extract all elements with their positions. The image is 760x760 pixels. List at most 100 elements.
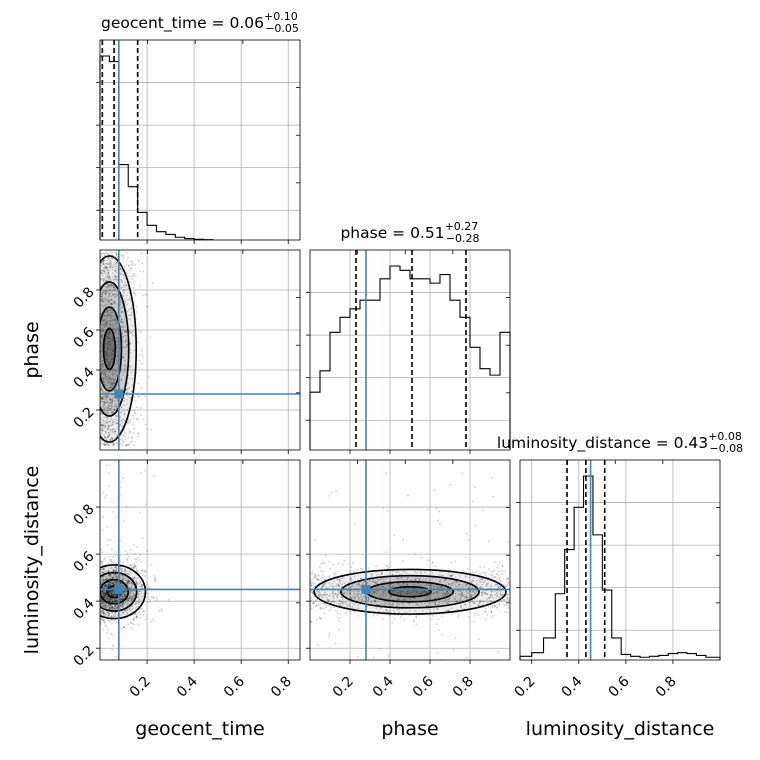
density-level (100, 281, 129, 417)
scatter-point (333, 572, 336, 575)
scatter-point (477, 584, 480, 586)
scatter-point (102, 586, 105, 589)
scatter-point (103, 271, 106, 273)
scatter-point (105, 625, 108, 628)
scatter-point (455, 585, 458, 588)
scatter-point (460, 606, 462, 609)
scatter-point (102, 408, 105, 411)
scatter-point (112, 583, 115, 586)
scatter-point (109, 420, 112, 422)
scatter-point (102, 252, 105, 255)
scatter-point (375, 582, 377, 585)
scatter-point (107, 613, 110, 616)
scatter-point (484, 591, 486, 594)
scatter-point (130, 276, 132, 278)
scatter-point (124, 341, 127, 344)
scatter-point (101, 424, 104, 427)
scatter-point (406, 591, 409, 594)
scatter-point (478, 577, 481, 580)
scatter-point (102, 567, 105, 570)
scatter-point (100, 335, 103, 338)
scatter-point (106, 604, 109, 607)
scatter-point (124, 265, 126, 268)
scatter-point (100, 304, 103, 306)
scatter-point (113, 569, 116, 572)
scatter-point (113, 594, 116, 596)
scatter-point (122, 440, 125, 442)
scatter-point (126, 581, 128, 583)
scatter-point (367, 567, 370, 570)
scatter-point (332, 594, 335, 597)
scatter-point (114, 418, 117, 421)
scatter-point (314, 575, 317, 578)
scatter-point (312, 602, 315, 605)
contour-line (102, 327, 117, 371)
scatter-point (110, 358, 113, 361)
scatter-point (127, 299, 130, 301)
scatter-point (110, 320, 113, 322)
scatter-point (127, 308, 130, 311)
scatter-point (100, 290, 103, 292)
scatter-point (392, 570, 394, 573)
scatter-point (124, 339, 127, 341)
scatter-point (424, 598, 427, 600)
scatter-point (445, 601, 448, 604)
scatter-point (126, 303, 129, 306)
scatter-point (454, 592, 457, 595)
scatter-point (102, 266, 105, 269)
scatter-point (390, 595, 393, 597)
scatter-point (114, 570, 117, 572)
scatter-point (103, 602, 106, 605)
scatter-point (447, 583, 450, 586)
scatter-point (132, 578, 135, 581)
scatter-point (456, 608, 459, 611)
scatter-point (110, 283, 113, 286)
scatter-point (121, 421, 124, 424)
scatter-point (441, 615, 444, 618)
scatter-point (127, 580, 130, 583)
scatter-point (121, 326, 123, 329)
scatter-point (132, 618, 135, 621)
scatter-point (102, 306, 105, 309)
y-tick-label: 0.4 (71, 364, 98, 391)
scatter-point (120, 419, 123, 422)
scatter-point (109, 570, 111, 573)
scatter-point (115, 599, 118, 602)
scatter-point (120, 604, 122, 607)
scatter-point (103, 436, 106, 439)
scatter-point (120, 321, 122, 324)
scatter-point (105, 597, 108, 600)
scatter-point (473, 591, 476, 594)
scatter-point (398, 608, 401, 611)
scatter-point (142, 418, 145, 421)
scatter-point (338, 579, 341, 582)
scatter-point (120, 582, 123, 585)
scatter-point (461, 592, 464, 595)
scatter-point (102, 515, 105, 518)
scatter-point (315, 576, 318, 579)
scatter-point (137, 432, 140, 435)
scatter-point (481, 586, 484, 589)
scatter-point (154, 580, 157, 583)
scatter-point (110, 594, 113, 596)
scatter-point (127, 563, 129, 566)
scatter-point (108, 607, 111, 609)
scatter-point (429, 583, 432, 586)
scatter-point (336, 612, 339, 614)
scatter-point (333, 601, 336, 603)
scatter-point (119, 605, 122, 607)
scatter-point (104, 578, 107, 581)
scatter-point (139, 598, 141, 601)
scatter-point (332, 592, 334, 595)
scatter-point (109, 294, 111, 297)
scatter-point (108, 363, 111, 366)
scatter-point (459, 590, 462, 593)
scatter-point (127, 599, 130, 602)
scatter-point (113, 400, 116, 403)
scatter-point (120, 598, 123, 601)
scatter-point (103, 610, 105, 613)
scatter-point (405, 572, 408, 575)
scatter-point (112, 611, 114, 614)
scatter-point (437, 601, 440, 604)
scatter-point (420, 572, 423, 575)
